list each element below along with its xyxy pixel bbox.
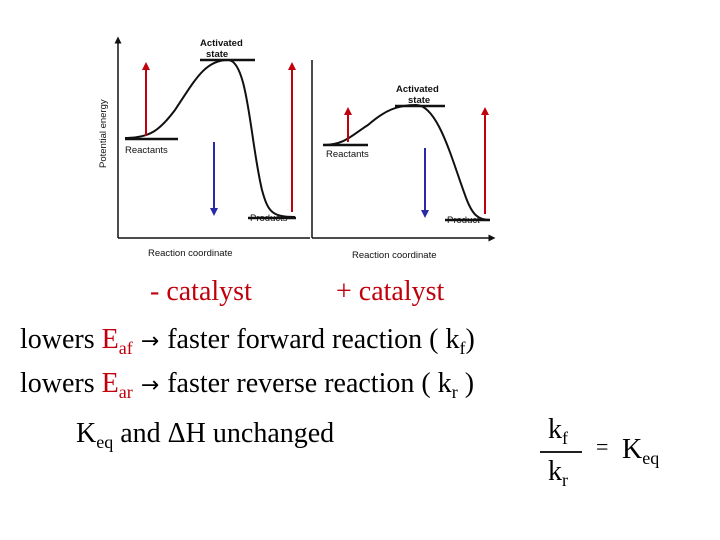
right-products-label: Product xyxy=(447,215,480,226)
right-activated-label-1: Activated xyxy=(396,84,439,95)
left-activated-label-1: Activated xyxy=(200,38,243,49)
right-arrow-icon: → xyxy=(140,373,160,398)
minus-catalyst-label: - catalyst xyxy=(150,276,252,307)
equals-sign: = xyxy=(596,434,609,459)
right-x-axis-label: Reaction coordinate xyxy=(352,250,437,261)
line-unchanged: Keq and ΔH unchanged xyxy=(76,418,335,452)
keq-result: Keq xyxy=(622,434,660,468)
plus-catalyst-label: + catalyst xyxy=(336,276,445,307)
line-reverse: lowers Ear → faster reverse reaction ( kr … xyxy=(20,368,475,402)
left-x-axis-label: Reaction coordinate xyxy=(148,248,233,259)
right-reactants-label: Reactants xyxy=(326,149,369,160)
left-reactants-label: Reactants xyxy=(125,145,168,156)
line-forward: lowers Eaf → faster forward reaction ( kf) xyxy=(20,324,475,358)
right-activated-label-2: state xyxy=(408,95,430,106)
left-activated-label-2: state xyxy=(206,49,228,60)
right-arrow-icon: → xyxy=(140,329,160,354)
fraction-numerator: kf xyxy=(548,414,568,448)
left-products-label: Products xyxy=(250,213,288,224)
left-y-axis-label: Potential energy xyxy=(98,99,109,168)
fraction-denominator: kr xyxy=(548,456,568,490)
